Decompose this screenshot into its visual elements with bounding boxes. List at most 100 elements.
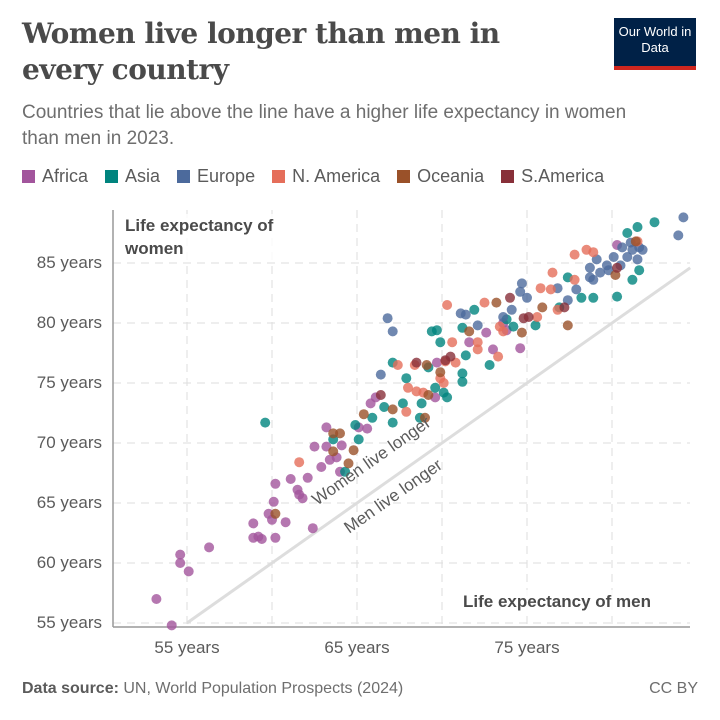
data-point-oceania [270, 508, 281, 519]
data-point-oceania [358, 409, 369, 420]
data-point-namerica [401, 406, 412, 417]
data-point-africa [204, 542, 215, 553]
legend-swatch [177, 170, 191, 183]
data-point-samerica [523, 312, 534, 322]
legend-item[interactable]: N. America [272, 166, 380, 187]
data-point-namerica [493, 351, 504, 362]
data-point-namerica [472, 344, 483, 355]
data-point-asia [634, 265, 645, 276]
data-point-samerica [505, 292, 515, 303]
data-point-africa [307, 523, 318, 534]
owid-logo[interactable]: Our World in Data [614, 18, 696, 70]
data-point-namerica [535, 283, 546, 294]
data-point-namerica [438, 378, 449, 388]
data-point-europe [382, 313, 393, 324]
legend-label: Europe [197, 166, 256, 186]
y-tick-label: 75 years [36, 373, 102, 392]
legend-item[interactable]: Oceania [397, 166, 484, 187]
data-point-oceania [491, 297, 502, 308]
data-point-asia [469, 304, 480, 315]
x-tick-label: 65 years [324, 638, 390, 657]
data-point-europe [375, 369, 386, 380]
data-point-europe [595, 267, 606, 278]
data-point-namerica [294, 457, 305, 468]
legend-swatch [22, 170, 35, 183]
data-point-africa [309, 441, 320, 452]
data-point-asia [576, 292, 587, 303]
legend-item[interactable]: Asia [105, 166, 160, 187]
data-point-africa [362, 423, 373, 434]
y-tick-label: 65 years [36, 493, 102, 512]
data-point-asia [457, 368, 468, 379]
data-point-oceania [423, 390, 434, 400]
legend: Africa Asia Europe N. America Oceania S.Ameri… [22, 166, 604, 187]
license[interactable]: CC BY [649, 680, 698, 697]
data-point-namerica [588, 247, 599, 258]
y-tick-label: 80 years [36, 313, 102, 332]
data-point-europe [632, 254, 643, 265]
data-point-africa [175, 549, 186, 560]
data-point-africa [481, 327, 492, 338]
data-point-africa [285, 474, 296, 484]
data-point-africa [166, 620, 177, 631]
data-point-asia [416, 398, 427, 409]
y-tick-label: 70 years [36, 433, 102, 452]
data-point-africa [464, 337, 475, 348]
data-point-asia [435, 337, 446, 348]
data-point-asia [442, 392, 453, 403]
data-point-namerica [403, 382, 413, 393]
data-point-asia [397, 398, 408, 409]
legend-label: N. America [292, 166, 381, 186]
data-point-europe [673, 230, 684, 241]
data-point-oceania [435, 367, 446, 378]
data-point-asia [508, 321, 519, 332]
legend-item[interactable]: S.America [501, 166, 604, 187]
data-point-oceania [335, 428, 345, 439]
data-point-namerica [569, 274, 580, 285]
data-point-asia [350, 420, 361, 430]
data-point-oceania [562, 320, 573, 331]
data-point-samerica [375, 390, 386, 400]
legend-swatch [105, 170, 119, 183]
data-point-europe [584, 272, 595, 283]
data-point-namerica [498, 326, 509, 337]
data-point-asia [627, 274, 638, 285]
data-point-africa [488, 344, 498, 355]
data-point-africa [297, 493, 308, 504]
data-point-africa [515, 343, 526, 354]
data-point-asia [530, 320, 541, 331]
data-point-asia [649, 217, 660, 228]
x-axis-title: Life expectancy of men [463, 590, 652, 613]
data-point-samerica [440, 355, 451, 366]
legend-swatch [272, 170, 286, 183]
data-point-europe [617, 242, 628, 253]
legend-label: Oceania [417, 166, 485, 186]
data-point-africa [270, 478, 281, 489]
data-point-europe [522, 292, 532, 303]
legend-label: Asia [125, 166, 161, 186]
data-point-europe [472, 320, 483, 331]
data-source-text: UN, World Population Prospects (2024) [123, 680, 404, 697]
data-point-europe [460, 309, 471, 320]
data-point-africa [336, 440, 347, 451]
chart-title: Women live longer than men in every coun… [22, 17, 500, 86]
data-point-oceania [516, 327, 527, 338]
data-point-europe [571, 284, 582, 295]
data-point-africa [183, 566, 194, 577]
legend-item[interactable]: Africa [22, 166, 88, 187]
data-point-samerica [411, 357, 422, 368]
legend-item[interactable]: Europe [177, 166, 255, 187]
data-point-africa [270, 532, 281, 543]
data-point-europe [608, 252, 619, 262]
data-point-africa [302, 472, 313, 483]
data-point-namerica [545, 284, 556, 295]
data-point-oceania [343, 458, 354, 469]
data-point-africa [256, 534, 267, 544]
data-point-asia [612, 291, 623, 302]
data-point-africa [268, 496, 279, 507]
data-point-asia [387, 417, 398, 428]
data-point-namerica [472, 337, 483, 348]
data-point-asia [401, 373, 412, 384]
data-point-europe [622, 252, 633, 262]
